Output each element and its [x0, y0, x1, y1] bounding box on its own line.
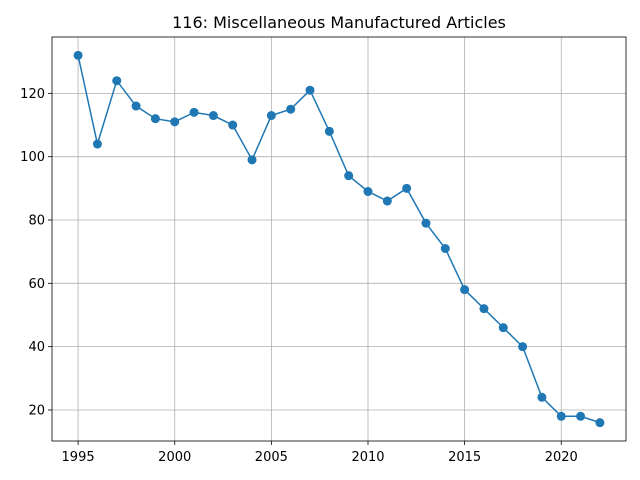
data-point [440, 243, 450, 253]
data-point [324, 126, 334, 136]
data-point [402, 183, 412, 193]
x-tick-label: 2000 [158, 450, 191, 465]
series-layer [73, 50, 605, 428]
data-point [228, 120, 238, 130]
y-tick-label: 100 [20, 150, 45, 165]
data-point [595, 418, 605, 428]
data-point [189, 107, 199, 117]
data-point [363, 187, 373, 197]
data-point [247, 155, 257, 165]
y-tick-label: 60 [28, 277, 45, 292]
data-point [73, 50, 83, 60]
data-point [208, 111, 218, 121]
x-tick-label: 2015 [448, 450, 481, 465]
data-point [170, 117, 180, 127]
data-point [266, 111, 276, 121]
data-point [382, 196, 392, 206]
data-point [421, 218, 431, 228]
series-line [77, 55, 601, 424]
data-point [537, 392, 547, 402]
data-point [498, 323, 508, 333]
y-tick-label: 120 [20, 87, 45, 102]
data-point [479, 304, 489, 314]
y-tick-label: 20 [28, 403, 45, 418]
chart-title: 116: Miscellaneous Manufactured Articles [172, 13, 506, 32]
x-tick-label: 2020 [545, 450, 578, 465]
data-point [556, 411, 566, 421]
x-tick-label: 1995 [62, 450, 95, 465]
y-tick-label: 40 [28, 340, 45, 355]
x-tick-label: 2010 [351, 450, 384, 465]
data-point [112, 76, 122, 86]
x-tick-label: 2005 [255, 450, 288, 465]
data-point [286, 104, 296, 114]
plot-frame [51, 36, 627, 442]
data-point [305, 85, 315, 95]
data-point [131, 101, 141, 111]
data-point [518, 342, 528, 352]
y-tick-label: 80 [28, 214, 45, 229]
data-point [344, 171, 354, 181]
data-point [460, 285, 470, 295]
grid-layer [52, 37, 626, 441]
data-point [92, 139, 102, 149]
data-point [150, 114, 160, 124]
data-point [576, 411, 586, 421]
